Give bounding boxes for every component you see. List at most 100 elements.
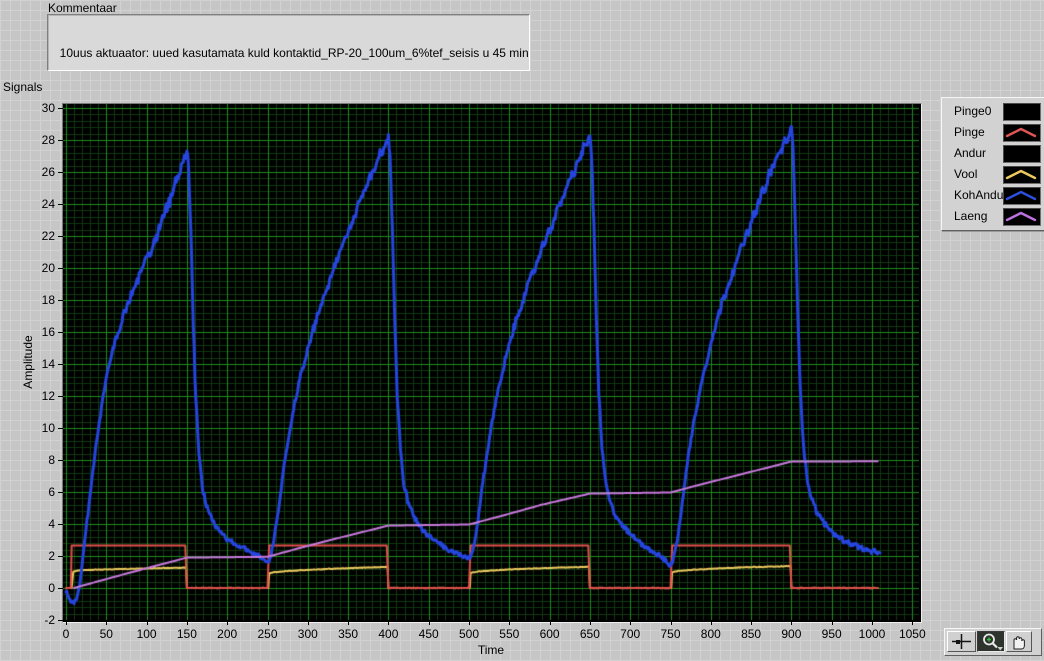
x-tick (872, 621, 873, 625)
x-tick (589, 621, 591, 625)
x-tick (469, 621, 470, 625)
y-tick-label: 18 (41, 293, 55, 307)
legend-label: KohAndur (954, 188, 1008, 202)
hand-icon (1013, 636, 1025, 650)
x-tick (912, 621, 914, 625)
x-tick-label: 300 (297, 627, 318, 641)
x-tick-label: 750 (660, 627, 681, 641)
y-axis-title: Amplitude (21, 335, 35, 389)
x-tick-label: 950 (821, 627, 842, 641)
y-tick-label: -2 (44, 613, 55, 627)
x-tick-label: 700 (620, 627, 641, 641)
magnifier-icon (983, 633, 1003, 651)
legend-item-vool[interactable]: Vool (942, 164, 1044, 185)
pan-tool-button[interactable] (1006, 631, 1032, 652)
y-tick (58, 172, 63, 173)
y-tick-label: 22 (41, 229, 55, 243)
y-tick (58, 300, 63, 301)
y-tick-label: 16 (41, 325, 55, 339)
y-tick (58, 556, 63, 557)
x-tick-label: 0 (62, 627, 70, 641)
x-tick (630, 621, 632, 625)
x-tick-label: 800 (700, 627, 721, 641)
y-tick-label: 2 (48, 549, 55, 563)
legend-line-sample[interactable] (1003, 103, 1041, 121)
x-tick-label: 650 (579, 627, 600, 641)
legend-label: Vool (954, 167, 978, 181)
x-tick (348, 621, 350, 625)
legend-line-sample[interactable] (1003, 208, 1041, 226)
x-tick-label: 200 (217, 627, 238, 641)
plot-frame (62, 103, 922, 623)
x-tick (428, 621, 430, 625)
x-tick (509, 621, 511, 625)
plot-legend: Pinge0 Pinge Andur Vool KohAndur Laeng (941, 97, 1044, 231)
plot-canvas[interactable] (63, 104, 919, 620)
legend-item-andur[interactable]: Andur (942, 143, 1044, 164)
legend-label: Pinge0 (954, 104, 992, 118)
x-tick-label: 350 (338, 627, 359, 641)
legend-label: Laeng (954, 209, 988, 223)
comment-line: 10uus aktuaator: uued kasutamata kuld ko… (53, 46, 529, 60)
legend-item-pinge[interactable]: Pinge (942, 122, 1044, 143)
legend-label: Pinge (954, 125, 985, 139)
y-tick (58, 236, 63, 237)
comment-label: Kommentaar (48, 1, 117, 15)
y-tick-label: 4 (48, 517, 55, 531)
x-tick (227, 621, 229, 625)
x-tick-label: 100 (136, 627, 157, 641)
comment-textbox[interactable]: 10uus aktuaator: uued kasutamata kuld ko… (47, 14, 530, 71)
x-tick-label: 400 (378, 627, 399, 641)
x-tick-label: 850 (741, 627, 762, 641)
x-tick (388, 621, 390, 625)
y-tick (58, 588, 63, 589)
y-tick (58, 332, 63, 333)
y-tick-label: 12 (41, 389, 55, 403)
y-tick-label: 26 (41, 165, 55, 179)
x-tick (831, 621, 833, 625)
x-tick (146, 621, 148, 625)
x-axis-title: Time (477, 643, 505, 657)
legend-line-sample[interactable] (1003, 124, 1041, 142)
legend-item-kohandur[interactable]: KohAndur (942, 185, 1044, 206)
y-tick (58, 108, 63, 109)
legend-line-sample[interactable] (1003, 187, 1041, 205)
y-tick (58, 492, 63, 493)
y-tick-label: 10 (41, 421, 55, 435)
x-tick (670, 621, 672, 625)
x-tick-label: 150 (176, 627, 197, 641)
x-tick (106, 621, 108, 625)
x-tick (307, 621, 309, 625)
y-tick-label: 8 (48, 453, 55, 467)
x-tick (549, 621, 551, 625)
y-tick (58, 460, 63, 461)
zoom-tool-button[interactable] (977, 631, 1005, 652)
x-tick-label: 1000 (858, 627, 886, 641)
y-tick-label: 28 (41, 133, 55, 147)
legend-line-sample[interactable] (1003, 166, 1041, 184)
x-tick-label: 50 (99, 627, 113, 641)
x-tick (267, 621, 269, 625)
y-tick-label: 14 (41, 357, 55, 371)
x-tick-label: 450 (418, 627, 439, 641)
x-tick (66, 621, 67, 625)
y-tick-label: 6 (48, 485, 55, 499)
x-tick-label: 550 (499, 627, 520, 641)
y-tick (58, 396, 63, 397)
crosshair-icon (952, 634, 971, 649)
x-tick (710, 621, 712, 625)
legend-line-sample[interactable] (1003, 145, 1041, 163)
y-tick-label: 24 (41, 197, 55, 211)
signals-label: Signals (3, 80, 43, 94)
y-tick-label: 30 (41, 101, 55, 115)
x-tick-label: 500 (458, 627, 480, 641)
y-tick (58, 364, 63, 365)
y-tick (58, 428, 63, 429)
cursor-tool-button[interactable] (947, 631, 976, 652)
legend-item-laeng[interactable]: Laeng (942, 206, 1044, 227)
legend-item-pinge0[interactable]: Pinge0 (942, 101, 1044, 122)
x-tick-label: 1050 (898, 627, 926, 641)
x-tick (791, 621, 793, 625)
y-tick (58, 140, 63, 141)
